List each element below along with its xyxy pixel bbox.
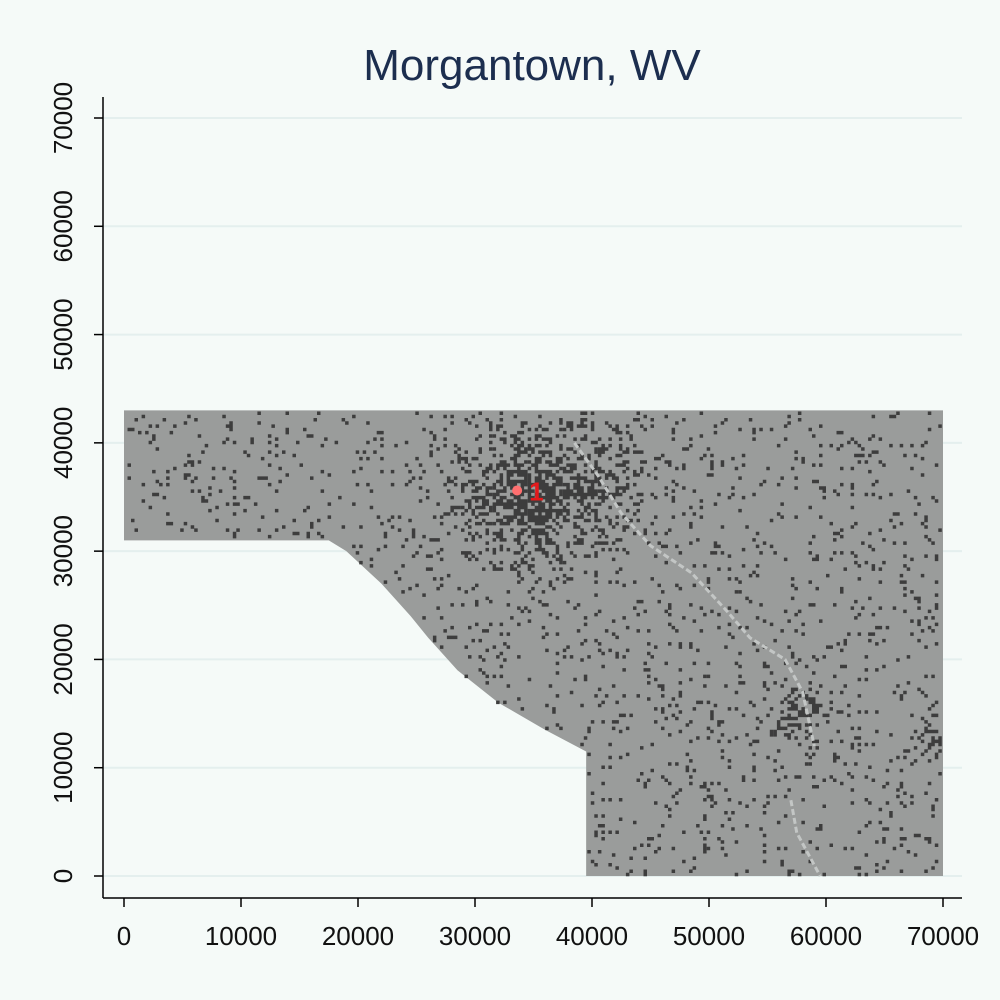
x-tick-label: 40000	[556, 921, 628, 951]
region-shape	[124, 410, 943, 876]
y-tick-label: 20000	[48, 623, 78, 695]
y-tick-label: 70000	[48, 82, 78, 154]
x-tick-label: 60000	[790, 921, 862, 951]
x-tick-label: 50000	[673, 921, 745, 951]
map-title: Morgantown, WV	[363, 41, 701, 90]
y-tick-label: 50000	[48, 298, 78, 370]
x-tick-label: 0	[117, 921, 131, 951]
y-tick-label: 60000	[48, 190, 78, 262]
x-tick-label: 20000	[322, 921, 394, 951]
built-cell-mark	[127, 411, 942, 877]
x-tick-label: 30000	[439, 921, 511, 951]
y-tick-label: 40000	[48, 407, 78, 479]
y-tick-label: 0	[48, 869, 78, 883]
x-tick-label: 10000	[205, 921, 277, 951]
river-layer	[573, 441, 822, 877]
highlight-label: 1	[529, 477, 543, 507]
study-region	[124, 410, 943, 876]
axes: 0 10000 20000 30000 40000 50000 60000 70000 0 100…	[48, 82, 979, 951]
y-tick-label: 30000	[48, 515, 78, 587]
river-line	[573, 441, 816, 747]
river-line	[789, 799, 822, 877]
highlight-layer: 1	[512, 477, 544, 507]
highlight-point	[512, 485, 523, 496]
built-cells-layer	[127, 411, 942, 877]
y-tick-label: 10000	[48, 732, 78, 804]
x-tick-label: 70000	[907, 921, 979, 951]
